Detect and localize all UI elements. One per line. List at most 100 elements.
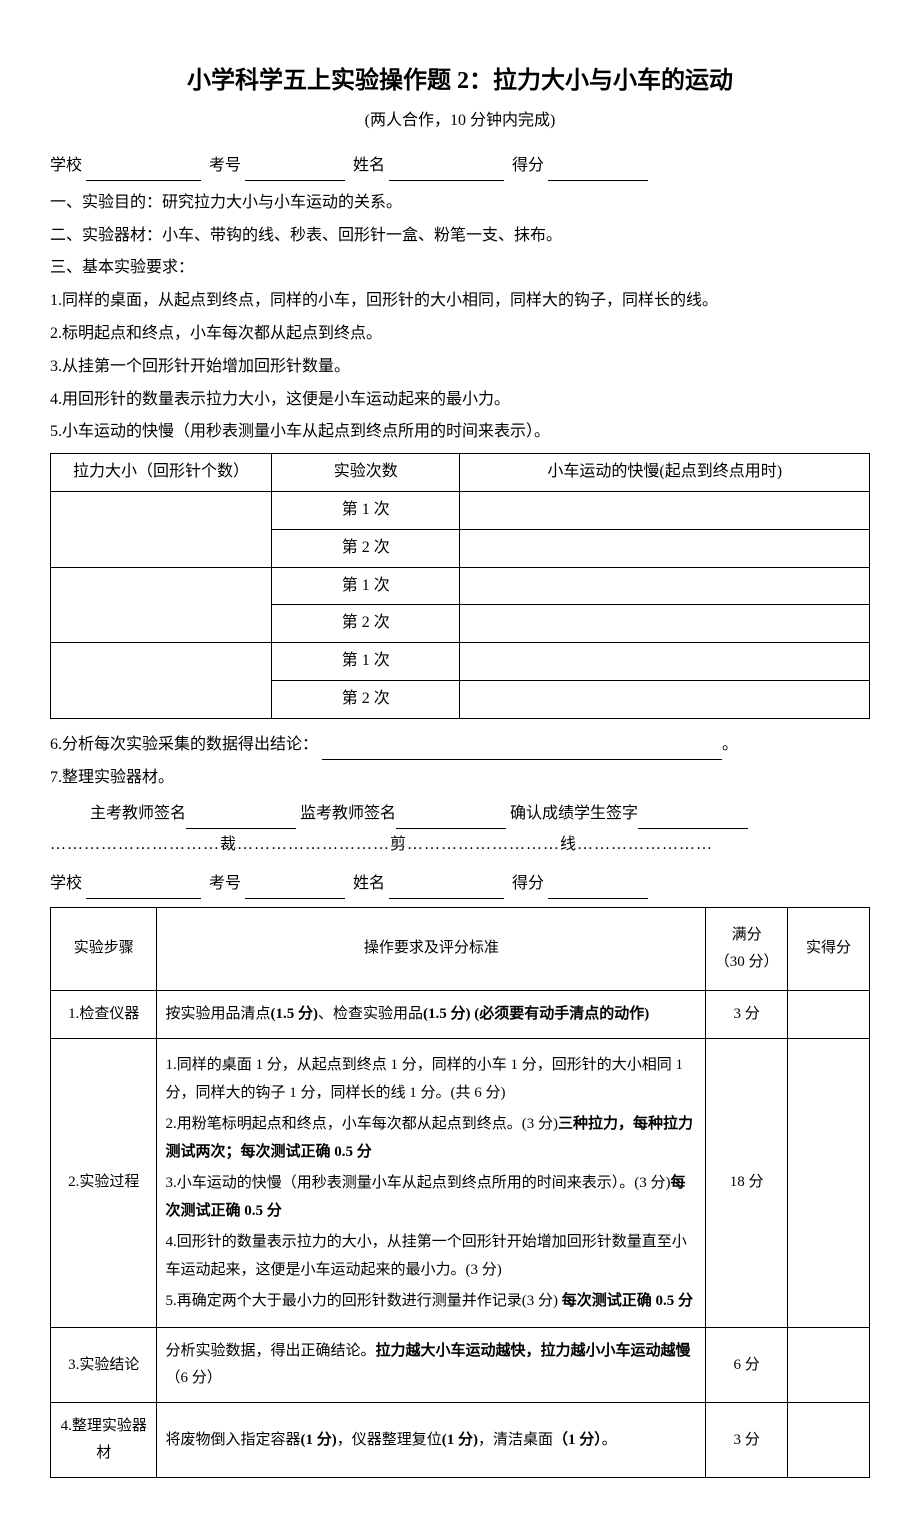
step-1-score: 3 分 xyxy=(706,990,788,1038)
grading-row-3: 3.实验结论 分析实验数据，得出正确结论。拉力越大小车运动越快，拉力越小小车运动… xyxy=(51,1328,870,1403)
student-info-row: 学校 考号 姓名 得分 xyxy=(50,152,870,181)
grading-header-step: 实验步骤 xyxy=(51,907,157,990)
criteria-pts: (1 分) xyxy=(442,1432,478,1448)
grading-row-2: 2.实验过程 1.同样的桌面 1 分，从起点到终点 1 分，同样的小车 1 分，… xyxy=(51,1038,870,1328)
main-examiner-label: 主考教师签名 xyxy=(90,805,186,822)
main-examiner-input[interactable] xyxy=(186,807,296,829)
speed-cell[interactable] xyxy=(460,491,870,529)
requirement-4: 4.用回形针的数量表示拉力大小，这便是小车运动起来的最小力。 xyxy=(50,386,870,415)
criteria-text: ，仪器整理复位 xyxy=(337,1432,442,1448)
student-info-row-2: 学校 考号 姓名 得分 xyxy=(50,870,870,899)
step-1-actual[interactable] xyxy=(788,990,870,1038)
exam-no-input[interactable] xyxy=(245,158,345,180)
step-3-actual[interactable] xyxy=(788,1328,870,1403)
criteria-pts: (1.5 分) xyxy=(423,1006,471,1022)
name-input[interactable] xyxy=(389,158,504,180)
step-2-actual[interactable] xyxy=(788,1038,870,1328)
score-input[interactable] xyxy=(548,158,648,180)
requirement-2: 2.标明起点和终点，小车每次都从起点到终点。 xyxy=(50,320,870,349)
conclusion-input[interactable] xyxy=(322,737,722,759)
supervisor-input[interactable] xyxy=(396,807,506,829)
student-confirm-input[interactable] xyxy=(638,807,748,829)
trial-label: 第 1 次 xyxy=(272,491,460,529)
max-score-text: 满分 xyxy=(714,922,779,949)
criteria-text: 5.再确定两个大于最小力的回形针数进行测量并作记录(3 分) xyxy=(165,1293,558,1309)
criteria-item-3: 3.小车运动的快慢（用秒表测量小车从起点到终点所用的时间来表示）。(3 分)每次… xyxy=(165,1169,697,1226)
criteria-text: 3.小车运动的快慢（用秒表测量小车从起点到终点所用的时间来表示）。(3 分) xyxy=(165,1175,670,1191)
force-cell-2[interactable] xyxy=(51,567,272,643)
step-4-score: 3 分 xyxy=(706,1403,788,1478)
page-title: 小学科学五上实验操作题 2：拉力大小与小车的运动 xyxy=(50,60,870,103)
criteria-item-4: 4.回形针的数量表示拉力的大小，从挂第一个回形针开始增加回形针数量直至小车运动起… xyxy=(165,1228,697,1285)
student-confirm-label: 确认成绩学生签字 xyxy=(510,805,638,822)
requirement-1: 1.同样的桌面，从起点到终点，同样的小车，回形针的大小相同，同样大的钩子，同样长… xyxy=(50,287,870,316)
criteria-text: 按实验用品清点 xyxy=(165,1006,270,1022)
step-1-label: 1.检查仪器 xyxy=(51,990,157,1038)
requirement-7: 7.整理实验器材。 xyxy=(50,764,870,793)
grading-row-4: 4.整理实验器材 将废物倒入指定容器(1 分)，仪器整理复位(1 分)，清洁桌面… xyxy=(51,1403,870,1478)
criteria-item-1: 1.同样的桌面 1 分，从起点到终点 1 分，同样的小车 1 分，回形针的大小相… xyxy=(165,1051,697,1108)
force-cell-3[interactable] xyxy=(51,643,272,719)
trial-label: 第 2 次 xyxy=(272,680,460,718)
force-cell-1[interactable] xyxy=(51,491,272,567)
trial-label: 第 1 次 xyxy=(272,567,460,605)
grading-header-actualscore: 实得分 xyxy=(788,907,870,990)
cut-line: …………………………裁………………………剪………………………线…………………… xyxy=(50,831,870,860)
criteria-pts: (1 分) xyxy=(300,1432,336,1448)
experiment-data-table: 拉力大小（回形针个数） 实验次数 小车运动的快慢(起点到终点用时) 第 1 次 … xyxy=(50,453,870,719)
period-mark: 。 xyxy=(722,736,738,753)
requirement-6: 6.分析每次实验采集的数据得出结论：。 xyxy=(50,731,870,760)
step-2-label: 2.实验过程 xyxy=(51,1038,157,1328)
name-label-2: 姓名 xyxy=(353,875,385,892)
signature-row: 主考教师签名 监考教师签名 确认成绩学生签字 xyxy=(50,800,870,829)
speed-cell[interactable] xyxy=(460,680,870,718)
score-input-2[interactable] xyxy=(548,876,648,898)
speed-cell[interactable] xyxy=(460,529,870,567)
criteria-text: 。 xyxy=(602,1432,617,1448)
max-score-note: （30 分） xyxy=(714,949,779,976)
criteria-text: 分析实验数据，得出正确结论。 xyxy=(165,1343,375,1359)
step-1-criteria: 按实验用品清点(1.5 分)、检查实验用品(1.5 分) (必须要有动手清点的动… xyxy=(157,990,706,1038)
criteria-bold: 拉力越大小车运动越快，拉力越小小车运动越慢 xyxy=(375,1343,690,1359)
school-label-2: 学校 xyxy=(50,875,82,892)
criteria-item-5: 5.再确定两个大于最小力的回形针数进行测量并作记录(3 分) 每次测试正确 0.… xyxy=(165,1287,697,1316)
exam-no-label: 考号 xyxy=(209,157,241,174)
criteria-text: 2.用粉笔标明起点和终点，小车每次都从起点到终点。(3 分) xyxy=(165,1116,558,1132)
school-input[interactable] xyxy=(86,158,201,180)
criteria-item-2: 2.用粉笔标明起点和终点，小车每次都从起点到终点。(3 分)三种拉力，每种拉力测… xyxy=(165,1110,697,1167)
grading-row-1: 1.检查仪器 按实验用品清点(1.5 分)、检查实验用品(1.5 分) (必须要… xyxy=(51,990,870,1038)
speed-cell[interactable] xyxy=(460,605,870,643)
supervisor-label: 监考教师签名 xyxy=(300,805,396,822)
step-2-score: 18 分 xyxy=(706,1038,788,1328)
exam-no-input-2[interactable] xyxy=(245,876,345,898)
section-equipment: 二、实验器材：小车、带钩的线、秒表、回形针一盒、粉笔一支、抹布。 xyxy=(50,222,870,251)
speed-cell[interactable] xyxy=(460,567,870,605)
requirement-3: 3.从挂第一个回形针开始增加回形针数量。 xyxy=(50,353,870,382)
section-requirements-header: 三、基本实验要求： xyxy=(50,254,870,283)
criteria-text: （6 分） xyxy=(165,1370,221,1386)
school-input-2[interactable] xyxy=(86,876,201,898)
score-label: 得分 xyxy=(512,157,544,174)
table-header-force: 拉力大小（回形针个数） xyxy=(51,454,272,492)
criteria-bold: (必须要有动手清点的动作) xyxy=(471,1006,650,1022)
step-4-label: 4.整理实验器材 xyxy=(51,1403,157,1478)
grading-header-maxscore: 满分 （30 分） xyxy=(706,907,788,990)
criteria-bold: 每次测试正确 0.5 分 xyxy=(558,1293,693,1309)
trial-label: 第 2 次 xyxy=(272,605,460,643)
criteria-pts: (1.5 分) xyxy=(270,1006,318,1022)
table-header-trial: 实验次数 xyxy=(272,454,460,492)
criteria-text: ，清洁桌面 xyxy=(478,1432,553,1448)
criteria-pts: （1 分） xyxy=(553,1432,602,1448)
step-2-criteria: 1.同样的桌面 1 分，从起点到终点 1 分，同样的小车 1 分，回形针的大小相… xyxy=(157,1038,706,1328)
step-4-actual[interactable] xyxy=(788,1403,870,1478)
trial-label: 第 2 次 xyxy=(272,529,460,567)
section-purpose: 一、实验目的：研究拉力大小与小车运动的关系。 xyxy=(50,189,870,218)
table-header-speed: 小车运动的快慢(起点到终点用时) xyxy=(460,454,870,492)
step-4-criteria: 将废物倒入指定容器(1 分)，仪器整理复位(1 分)，清洁桌面（1 分）。 xyxy=(157,1403,706,1478)
criteria-text: 将废物倒入指定容器 xyxy=(165,1432,300,1448)
school-label: 学校 xyxy=(50,157,82,174)
step-3-criteria: 分析实验数据，得出正确结论。拉力越大小车运动越快，拉力越小小车运动越慢 （6 分） xyxy=(157,1328,706,1403)
speed-cell[interactable] xyxy=(460,643,870,681)
criteria-text: 、检查实验用品 xyxy=(318,1006,423,1022)
name-input-2[interactable] xyxy=(389,876,504,898)
